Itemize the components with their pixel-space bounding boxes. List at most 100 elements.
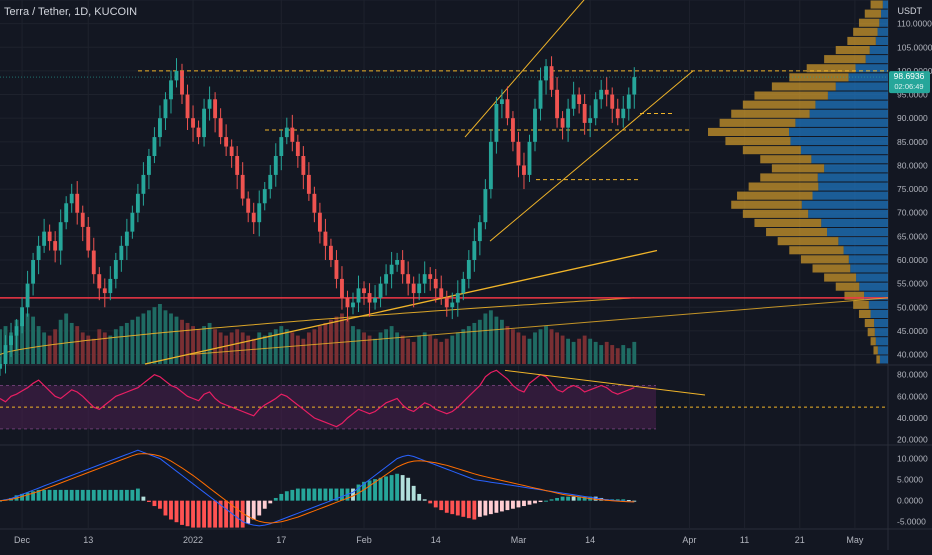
candle-body <box>235 156 240 175</box>
candle-body <box>213 99 218 119</box>
candle-body <box>571 94 576 109</box>
volume-bar <box>196 329 201 364</box>
macd-histogram-bar <box>411 485 416 501</box>
volume-profile-row-up <box>824 164 888 173</box>
candle-body <box>356 288 361 303</box>
volume-bar <box>334 316 339 364</box>
volume-profile-row-up <box>879 18 888 27</box>
volume-bar <box>135 316 140 364</box>
macd-histogram-bar <box>522 500 526 507</box>
volume-bar <box>169 313 173 364</box>
candle-body <box>389 264 394 275</box>
volume-bar <box>395 332 400 364</box>
candle-body <box>58 222 63 251</box>
volume-profile-row-up <box>790 137 888 146</box>
candle-body <box>141 174 146 194</box>
candle-body <box>593 99 598 119</box>
volume-profile-row-down <box>870 0 883 9</box>
macd-histogram-bar <box>207 500 212 528</box>
candle-body <box>466 260 471 279</box>
candle-body <box>367 293 372 303</box>
macd-histogram-bar <box>389 475 394 501</box>
candle-body <box>25 283 30 308</box>
candle-body <box>119 245 124 260</box>
time-tick-label: 11 <box>740 535 749 545</box>
macd-histogram-bar <box>290 489 295 501</box>
volume-profile-row-down <box>760 155 812 164</box>
signal-line <box>0 453 635 524</box>
candle-countdown: 02:06:49 <box>894 82 923 91</box>
macd-histogram-bar <box>135 488 140 501</box>
price-tick-label: 95.0000 <box>897 90 928 100</box>
volume-profile-row-down <box>731 109 810 118</box>
volume-profile-row-up <box>838 237 888 246</box>
macd-histogram-bar <box>119 489 124 501</box>
macd-histogram-bar <box>224 500 229 528</box>
volume-bar <box>229 332 234 364</box>
macd-histogram-bar <box>152 500 157 507</box>
macd-histogram-bar <box>477 500 482 517</box>
volume-bar <box>158 304 162 364</box>
macd-histogram-bar <box>461 500 466 517</box>
macd-histogram-bar <box>235 500 240 528</box>
candle-body <box>488 141 493 190</box>
macd-histogram-bar <box>64 489 69 501</box>
volume-bar <box>533 332 537 364</box>
volume-profile-row-up <box>808 209 888 218</box>
macd-histogram-bar <box>533 500 537 504</box>
macd-histogram-bar <box>555 497 559 501</box>
candle-body <box>499 99 504 104</box>
volume-profile-row-up <box>835 82 888 91</box>
macd-histogram-bar <box>0 500 2 502</box>
volume-profile-row-up <box>809 109 888 118</box>
macd-histogram-bar <box>362 481 366 501</box>
volume-profile-row-down <box>737 191 813 200</box>
price-tag: 98.6936 02:06:49 <box>889 71 930 94</box>
candle-body <box>317 212 322 232</box>
candle-body <box>279 137 284 156</box>
candle-body <box>516 141 521 166</box>
candle-body <box>224 137 229 147</box>
candle-body <box>345 297 350 308</box>
candle-body <box>64 203 69 223</box>
volume-profile-row-up <box>789 127 888 136</box>
volume-bar <box>577 338 582 364</box>
volume-profile-row-down <box>835 46 870 55</box>
candle-body <box>582 104 587 123</box>
price-axis[interactable]: 40.0000 45.0000 50.0000 55.0000 60.0000 65.00… <box>897 19 932 527</box>
time-tick-label: 13 <box>83 535 93 545</box>
volume-profile-row-down <box>742 100 816 109</box>
candle-body <box>240 174 245 199</box>
volume-profile-row-up <box>827 228 888 237</box>
time-tick-label: 2022 <box>183 535 203 545</box>
volume-bar <box>400 335 405 364</box>
volume-bar <box>42 332 47 364</box>
candle-body <box>301 156 306 175</box>
macd-histogram-bar <box>488 500 493 515</box>
volume-profile-row-down <box>844 291 865 300</box>
candle-body <box>290 127 295 142</box>
volume-profile-row-down <box>867 328 875 337</box>
macd-line <box>0 449 635 527</box>
volume-bar <box>240 332 245 364</box>
macd-histogram-bar <box>229 500 234 528</box>
volume-bar <box>146 310 151 364</box>
macd-histogram-bar <box>262 500 267 509</box>
macd-histogram-bar <box>279 493 284 501</box>
volume-bar <box>47 335 52 364</box>
time-tick-label: Dec <box>14 535 31 545</box>
macd-histogram-bar <box>47 489 52 501</box>
macd-histogram-bar <box>367 480 372 501</box>
volume-profile-row-down <box>873 346 878 355</box>
volume-bar <box>279 326 284 364</box>
time-axis[interactable]: Dec 13 2022 17 Feb 14 Mar 14 Apr 11 21 May <box>14 535 864 545</box>
volume-profile-row-down <box>812 264 851 273</box>
macd-histogram-bar <box>527 500 532 505</box>
volume-bar <box>599 345 604 364</box>
volume-profile-row-down <box>858 18 880 27</box>
volume-bar <box>207 322 212 364</box>
candle-body <box>428 274 433 279</box>
long-support-line <box>189 297 889 356</box>
